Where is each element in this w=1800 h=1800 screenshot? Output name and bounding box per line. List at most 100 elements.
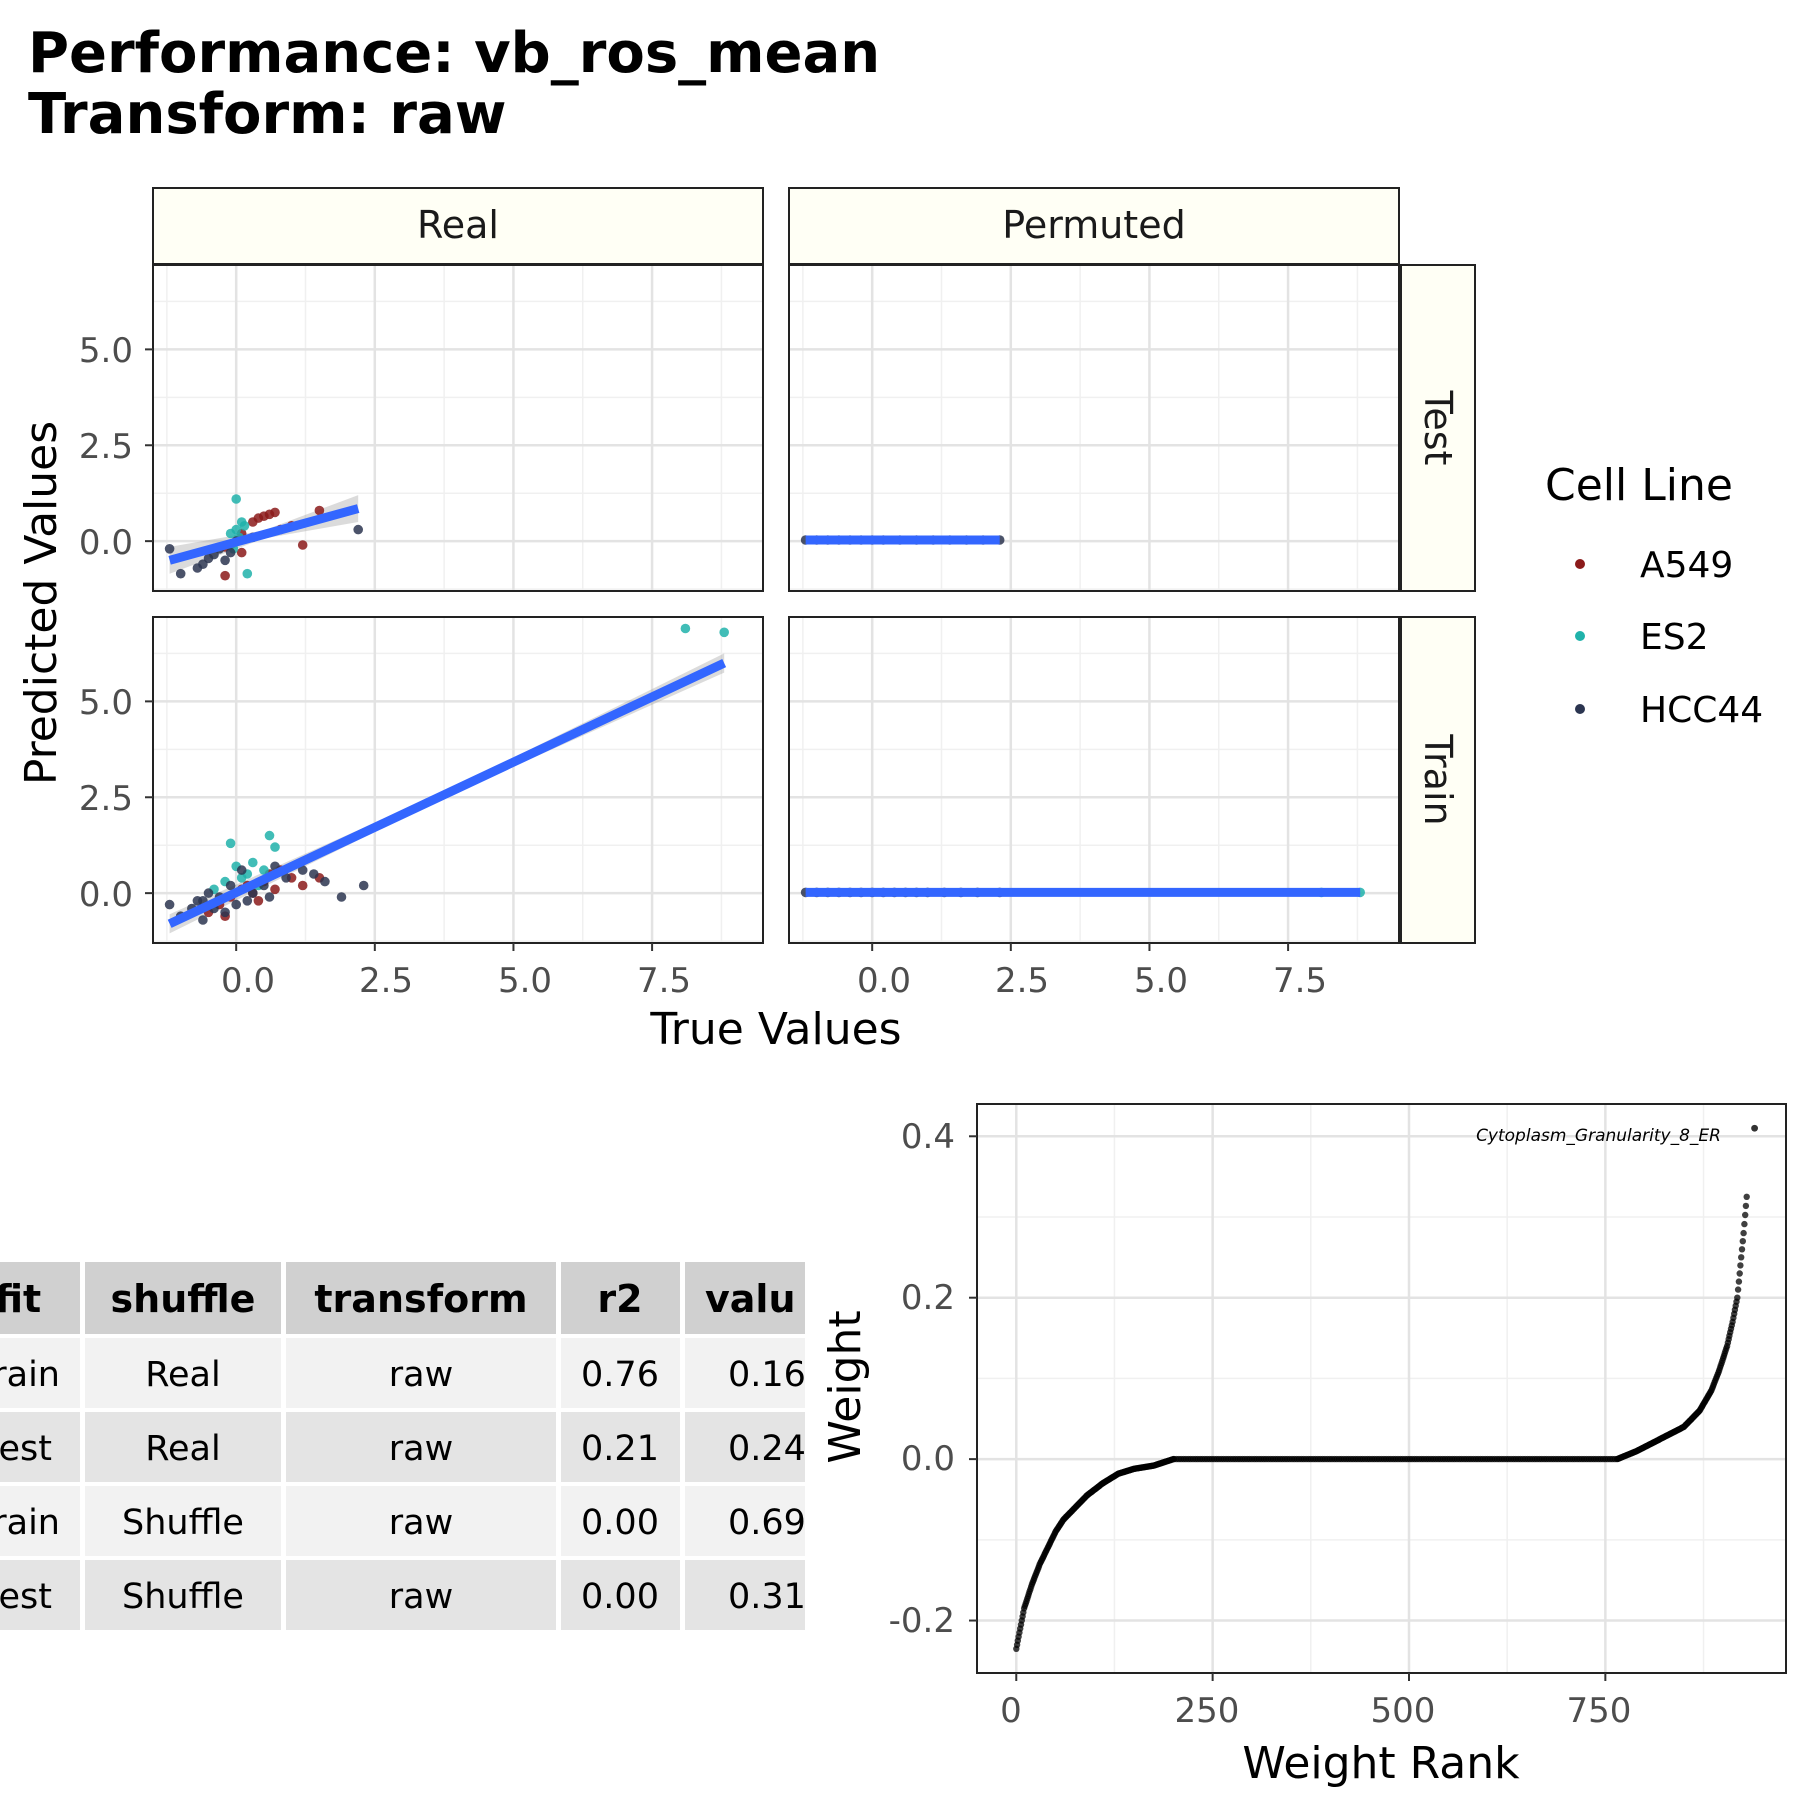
row-strip-test-label: Test xyxy=(1416,390,1460,466)
data-point-hcc44 xyxy=(320,876,330,887)
data-point-hcc44 xyxy=(225,547,236,558)
weight-point xyxy=(1736,1270,1743,1277)
figure-title-line2: Transform: raw xyxy=(28,82,507,147)
table-header-r2: r2 xyxy=(597,1277,642,1321)
table-cell-r2: 0.00 xyxy=(581,1577,659,1617)
data-point-hcc44 xyxy=(353,524,364,535)
data-point-es2 xyxy=(248,857,258,868)
data-point-hcc44 xyxy=(297,865,308,875)
panel-border xyxy=(976,1103,1787,1674)
legend-key-es2 xyxy=(1575,631,1585,641)
facet-panel-permuted-train xyxy=(788,616,1400,951)
data-point-es2 xyxy=(719,627,729,638)
table-header-row: fit shuffle transform r2 valu xyxy=(0,1262,805,1334)
table-cell-transform: raw xyxy=(389,1577,453,1617)
weight-point xyxy=(1735,1278,1743,1285)
row-strip-test: Test xyxy=(1400,264,1476,592)
y-tick-label: 0.0 xyxy=(79,875,133,915)
x-tick-label: 0 xyxy=(1000,1691,1022,1731)
weight-point xyxy=(1739,1238,1747,1245)
x-tick-label: 7.5 xyxy=(637,961,691,1001)
table-cell-fit: rain xyxy=(0,1503,60,1543)
data-point-hcc44 xyxy=(164,544,175,554)
panel-background xyxy=(977,1104,1786,1673)
stats-table: fit shuffle transform r2 valu rain Real … xyxy=(0,1262,806,1630)
table-cell-value: 0.69 xyxy=(728,1503,806,1543)
data-point-a549 xyxy=(270,884,280,895)
y-tick-label: -0.2 xyxy=(889,1601,955,1641)
data-point-hcc44 xyxy=(236,865,247,875)
data-point-hcc44 xyxy=(192,563,203,573)
table-cell-r2: 0.21 xyxy=(581,1429,659,1469)
data-point-a549 xyxy=(270,507,280,518)
data-point-hcc44 xyxy=(198,915,208,925)
x-tick-label: 0.0 xyxy=(857,961,911,1001)
table-cell-value: 0.24 xyxy=(728,1429,806,1469)
weight-point xyxy=(1734,1286,1742,1293)
weight-rank-panel xyxy=(969,1103,1787,1681)
data-point-es2 xyxy=(264,830,275,841)
table-header-transform: transform xyxy=(314,1277,527,1321)
data-point-es2 xyxy=(225,528,236,539)
data-point-hcc44 xyxy=(264,892,275,902)
scatter-x-tick-labels: 0.0 2.5 5.0 7.5 0.0 2.5 5.0 7.5 xyxy=(221,961,1327,1001)
x-tick-label: 0.0 xyxy=(221,961,275,1001)
data-point-hcc44 xyxy=(309,869,319,879)
data-point-hcc44 xyxy=(220,907,230,918)
y-tick-label: 0.0 xyxy=(901,1439,955,1479)
legend-item-a549: A549 xyxy=(1575,545,1733,586)
table-cell-fit: rain xyxy=(0,1355,60,1395)
weight-point xyxy=(1737,1262,1744,1269)
table-cell-transform: raw xyxy=(389,1503,453,1543)
data-point-hcc44 xyxy=(225,880,236,891)
table-row: est Real raw 0.21 0.24 xyxy=(0,1412,806,1482)
weight-x-tick-labels: 0 250 500 750 xyxy=(1000,1691,1631,1731)
weight-point xyxy=(1734,1294,1741,1301)
x-tick-label: 5.0 xyxy=(1134,961,1188,1001)
y-tick-label: 2.5 xyxy=(79,427,133,467)
data-point-hcc44 xyxy=(281,873,291,883)
data-point-es2 xyxy=(680,623,691,634)
table-cell-value: 0.31 xyxy=(728,1577,806,1617)
row-strip-train: Train xyxy=(1400,616,1476,944)
data-point-a549 xyxy=(253,896,264,906)
table-cell-value: 0.16 xyxy=(728,1355,806,1395)
weight-point xyxy=(1740,1229,1747,1237)
data-point-a549 xyxy=(297,880,308,891)
table-cell-transform: raw xyxy=(389,1355,453,1395)
data-point-hcc44 xyxy=(336,892,347,902)
y-tick-label: 0.2 xyxy=(901,1278,955,1318)
panel-border xyxy=(788,616,1400,944)
legend-key-hcc44 xyxy=(1575,704,1585,714)
weight-y-tick-labels: 0.4 0.2 0.0 -0.2 xyxy=(889,1117,955,1641)
legend-item-es2: ES2 xyxy=(1575,617,1709,658)
scatter-facet-grid xyxy=(145,264,1400,951)
data-point-es2 xyxy=(242,568,253,579)
data-point-a549 xyxy=(236,547,247,558)
table-header-fit: fit xyxy=(0,1277,41,1321)
scatter-x-axis-title: True Values xyxy=(649,1004,901,1055)
data-point-a549 xyxy=(297,540,308,550)
table-row: rain Real raw 0.76 0.16 xyxy=(0,1338,806,1408)
data-point-es2 xyxy=(225,838,236,849)
legend-label-es2: ES2 xyxy=(1640,617,1709,658)
data-point-hcc44 xyxy=(203,553,214,564)
weight-point xyxy=(1738,1246,1746,1253)
y-tick-label: 5.0 xyxy=(79,683,133,723)
facet-panel-real-train xyxy=(145,616,764,951)
regression-line xyxy=(167,658,727,928)
weight-point xyxy=(1742,1202,1750,1210)
weight-point xyxy=(1743,1193,1750,1201)
table-cell-transform: raw xyxy=(389,1429,453,1469)
data-point-a549 xyxy=(314,505,325,516)
data-point-hcc44 xyxy=(203,888,214,898)
facet-panel-permuted-test xyxy=(788,264,1400,592)
scatter-y-tick-labels: 5.0 2.5 0.0 5.0 2.5 0.0 xyxy=(79,331,133,915)
x-tick-label: 5.0 xyxy=(498,961,552,1001)
y-tick-label: 5.0 xyxy=(79,331,133,371)
data-point-es2 xyxy=(231,494,241,504)
column-strip-real: Real xyxy=(152,187,764,265)
data-point-a549 xyxy=(220,570,230,581)
data-point-hcc44 xyxy=(220,555,230,566)
